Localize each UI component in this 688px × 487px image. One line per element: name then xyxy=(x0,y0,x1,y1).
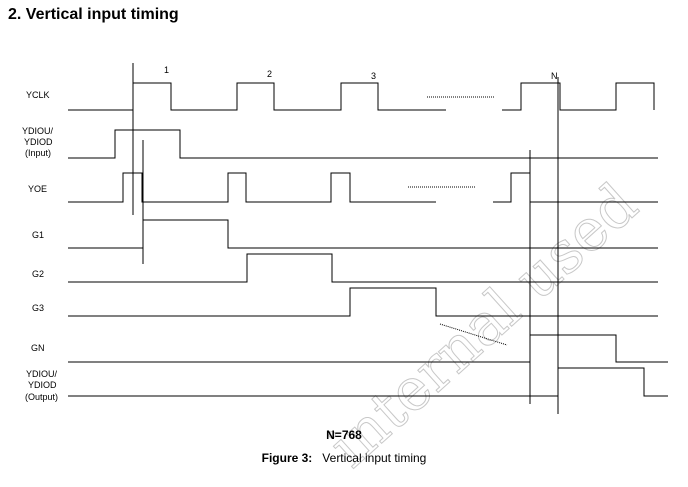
label-ydio-input-1: YDIOU/ xyxy=(22,126,54,136)
label-ydio-output-3: (Output) xyxy=(25,392,58,402)
label-ydio-output-2: YDIOD xyxy=(28,380,57,390)
label-g1: G1 xyxy=(32,230,44,240)
n-value-note: N=768 xyxy=(326,428,362,442)
waveform-g2 xyxy=(68,253,658,283)
waveform-yclk-end xyxy=(502,82,655,111)
figure-title: Vertical input timing xyxy=(322,451,427,465)
waveform-g1 xyxy=(68,219,658,249)
label-yclk: YCLK xyxy=(26,90,50,100)
waveform-yoe xyxy=(68,172,436,203)
label-yoe: YOE xyxy=(28,184,47,194)
waveform-ydio-input xyxy=(68,129,658,159)
waveform-yoe-end xyxy=(493,172,658,203)
pulse-number-2: 2 xyxy=(267,69,272,79)
pulse-number-3: 3 xyxy=(371,71,376,81)
figure-caption: Figure 3: Vertical input timing xyxy=(0,451,688,465)
pulse-number-1: 1 xyxy=(164,65,169,75)
label-gn: GN xyxy=(31,343,45,353)
label-g3: G3 xyxy=(32,303,44,313)
pulse-number-n: N xyxy=(551,71,558,81)
label-ydio-input-3: (Input) xyxy=(25,148,51,158)
waveform-gn xyxy=(68,334,668,363)
waveform-g3 xyxy=(68,287,658,317)
section-heading: 2. Vertical input timing xyxy=(8,6,179,23)
waveform-yclk xyxy=(68,82,446,111)
waveform-ydio-output xyxy=(68,367,668,397)
label-ydio-output-1: YDIOU/ xyxy=(26,369,58,379)
figure-label: Figure 3: xyxy=(261,451,313,465)
label-g2: G2 xyxy=(32,269,44,279)
label-ydio-input-2: YDIOD xyxy=(24,137,53,147)
ellipsis-g3 xyxy=(439,323,508,346)
